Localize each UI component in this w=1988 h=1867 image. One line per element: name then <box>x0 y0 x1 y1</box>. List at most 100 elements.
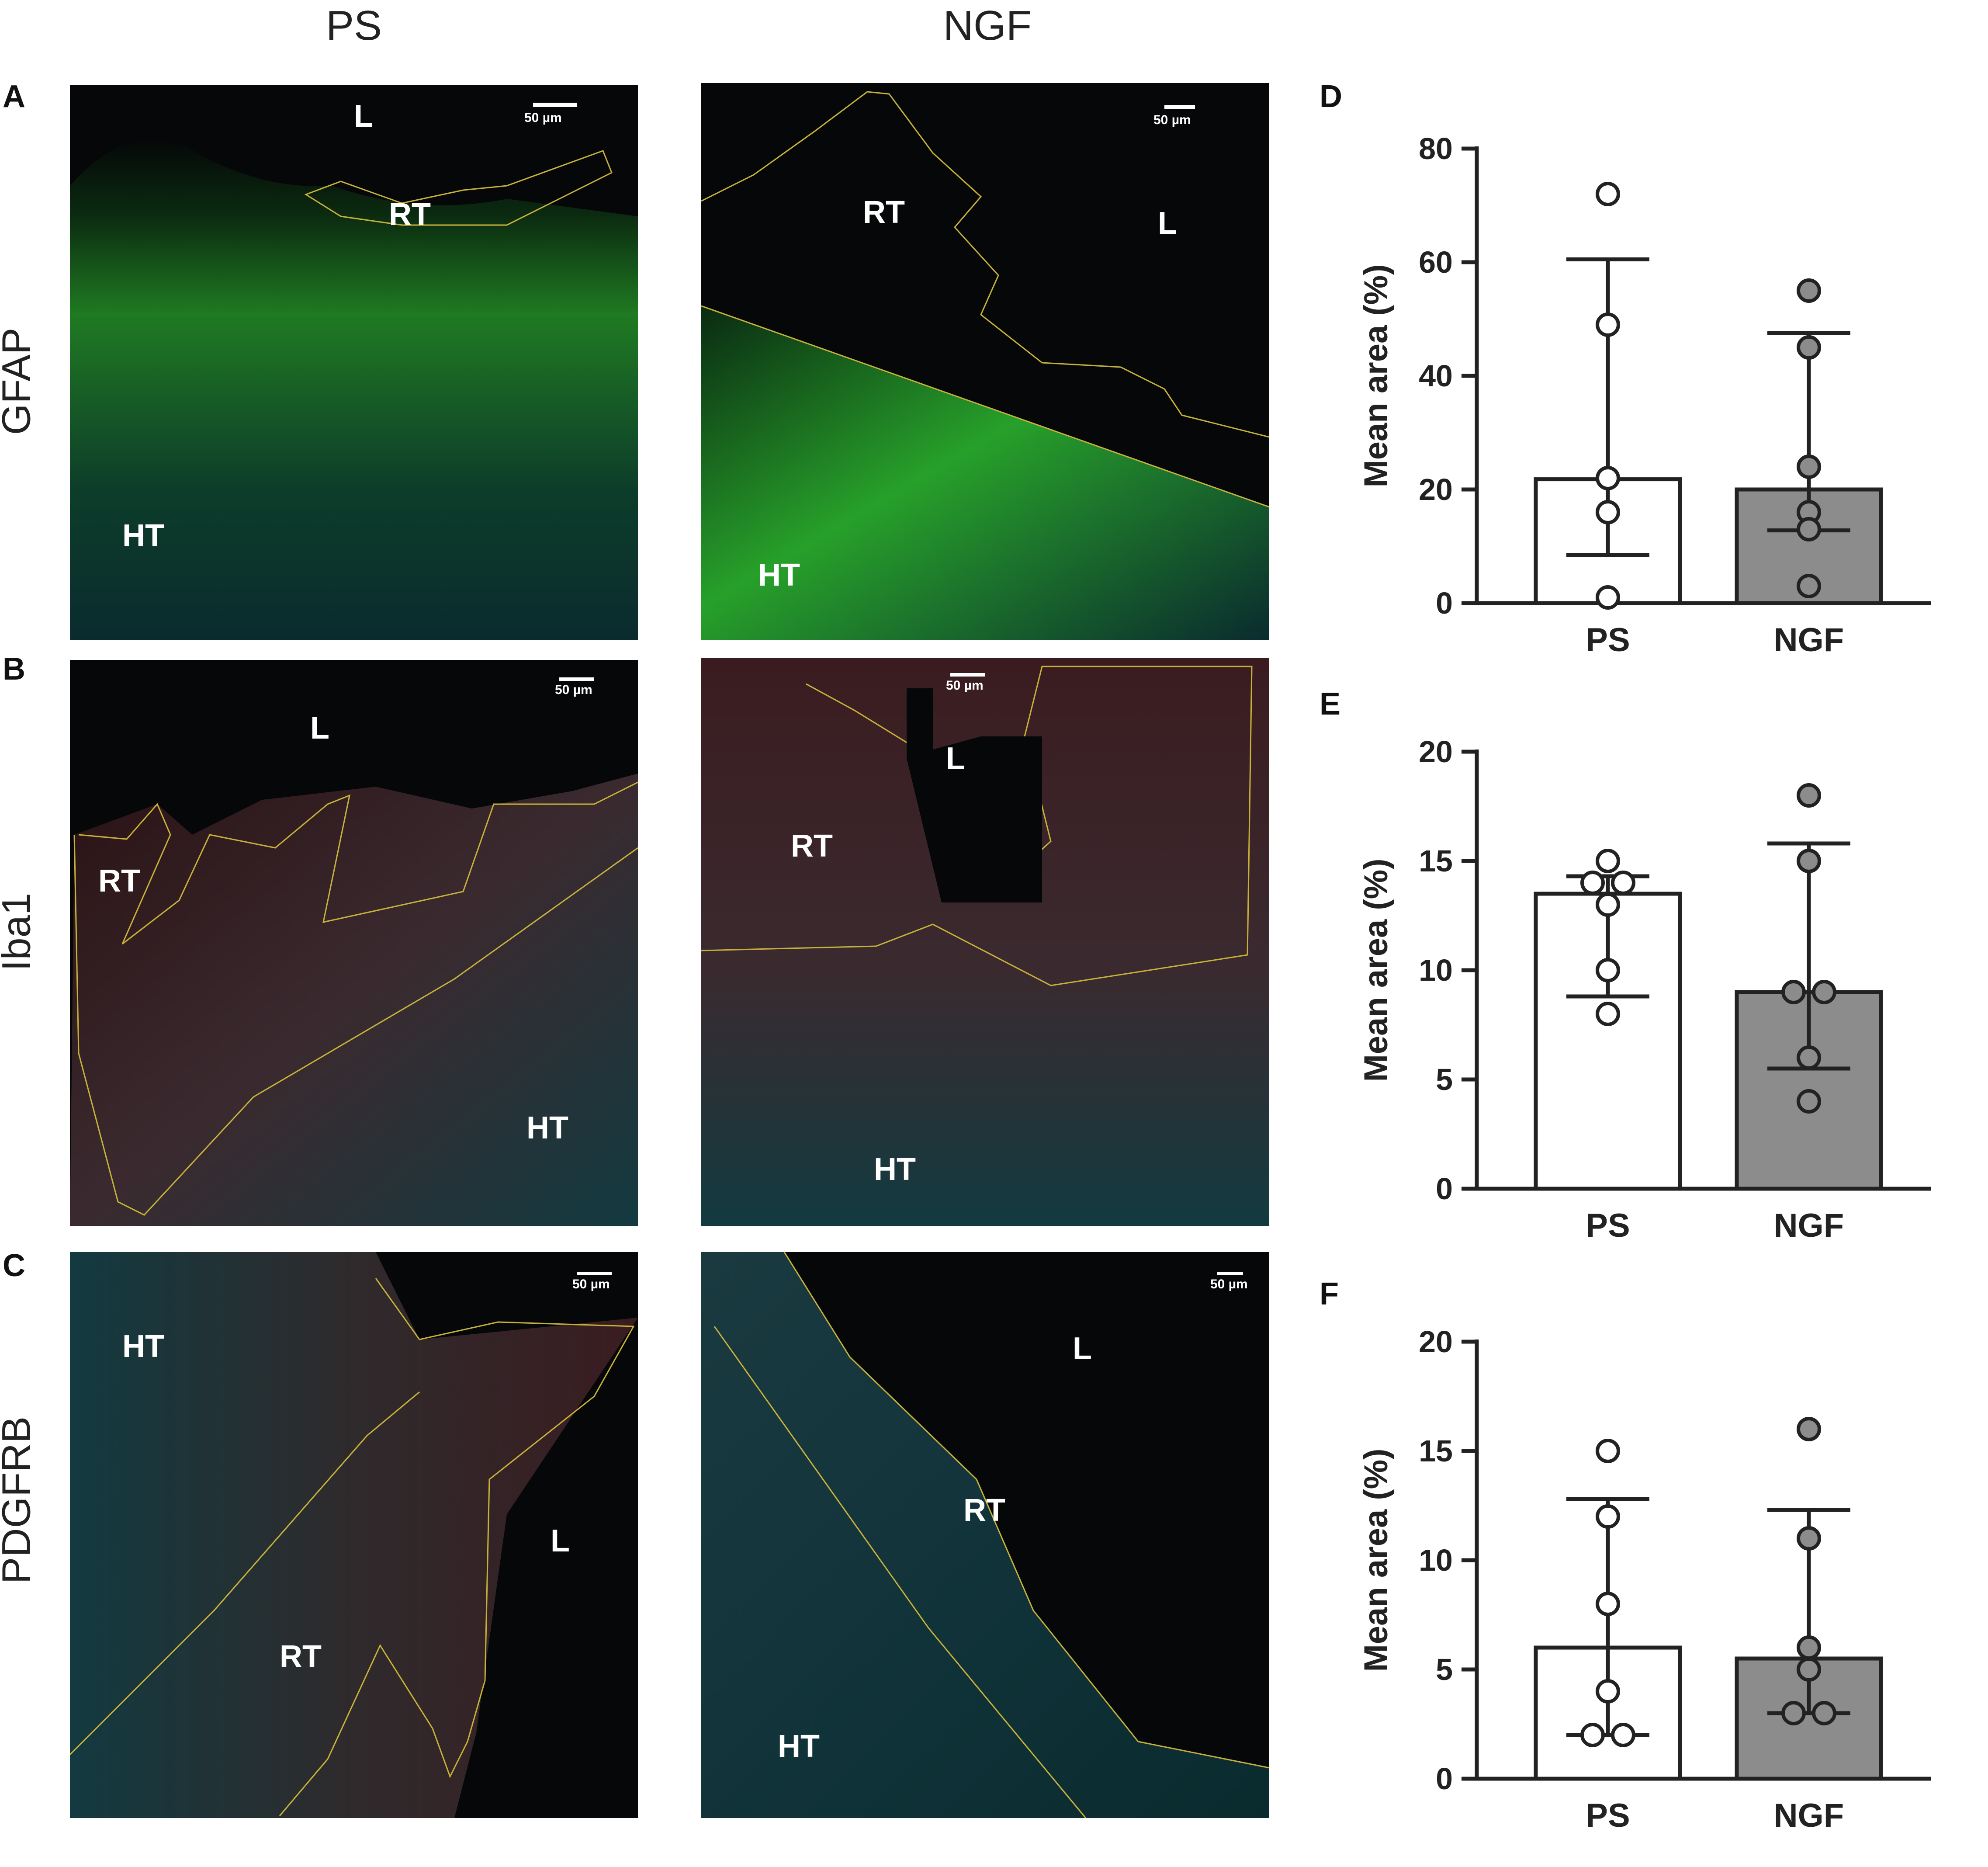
image-pdgfrb-ngf: 50 µm L RT HT <box>701 1252 1269 1818</box>
data-point <box>1797 517 1821 541</box>
data-point <box>1580 1723 1605 1747</box>
panel-letter-a: A <box>3 79 25 114</box>
panel-letter-e: E <box>1320 687 1341 722</box>
y-tick-label: 0 <box>1436 1172 1453 1206</box>
region-label: L <box>354 99 373 134</box>
y-tick-label: 10 <box>1419 953 1453 987</box>
data-point <box>1797 1526 1821 1551</box>
y-tick-label: 20 <box>1419 735 1453 769</box>
y-tick-label: 20 <box>1419 472 1453 507</box>
column-header-ngf: NGF <box>943 2 1032 49</box>
data-point <box>1596 312 1620 337</box>
data-point <box>1797 455 1821 479</box>
bar-chart-d: 0 20 40 60 80 Mean area (%) PS NGF <box>1358 132 1931 659</box>
data-point <box>1596 466 1620 490</box>
panel-letter-f: F <box>1320 1277 1339 1312</box>
scale-label: 50 µm <box>946 678 984 693</box>
scale-bar <box>533 103 577 107</box>
scale-label: 50 µm <box>1210 1277 1248 1291</box>
data-point <box>1812 1701 1836 1725</box>
scale-bar <box>1164 105 1195 109</box>
scale-label: 50 µm <box>524 111 562 125</box>
region-label: HT <box>122 1329 164 1364</box>
data-point <box>1781 980 1806 1004</box>
data-point <box>1611 871 1635 895</box>
y-tick-label: 80 <box>1419 132 1453 166</box>
data-point <box>1596 500 1620 524</box>
scale-bar <box>577 1272 612 1275</box>
row-header-pdgfrb: PDGFRB <box>0 1416 39 1584</box>
data-point <box>1797 1657 1821 1682</box>
data-point <box>1781 1701 1806 1725</box>
data-point <box>1797 1045 1821 1070</box>
panel-letter-b: B <box>3 652 25 687</box>
y-axis-label: Mean area (%) <box>1358 264 1395 487</box>
data-point <box>1596 1504 1620 1529</box>
y-tick-label: 40 <box>1419 359 1453 393</box>
y-axis-label: Mean area (%) <box>1358 1448 1395 1672</box>
region-label: RT <box>280 1639 322 1674</box>
y-tick-label: 10 <box>1419 1543 1453 1577</box>
x-tick-label: PS <box>1586 1207 1630 1244</box>
data-point <box>1596 1002 1620 1026</box>
scale-label: 50 µm <box>555 683 592 697</box>
y-axis-label: Mean area (%) <box>1358 858 1395 1082</box>
region-label: HT <box>778 1729 820 1764</box>
image-gfap-ngf: 50 µm RT L HT <box>701 83 1269 640</box>
data-point <box>1797 1089 1821 1114</box>
region-label: L <box>1073 1331 1092 1366</box>
scale-bar <box>559 677 594 681</box>
y-tick-label: 15 <box>1419 1434 1453 1468</box>
data-point <box>1797 1635 1821 1660</box>
column-header-ps: PS <box>326 2 382 49</box>
data-point <box>1596 849 1620 873</box>
row-header-gfap: GFAP <box>0 327 39 435</box>
region-label: RT <box>791 829 833 864</box>
region-label: L <box>946 741 965 776</box>
bar-ps <box>1534 892 1682 1191</box>
panel-letter-c: C <box>3 1248 25 1283</box>
x-tick-label: PS <box>1586 621 1630 659</box>
x-tick-label: PS <box>1586 1797 1630 1834</box>
x-tick-label: NGF <box>1774 621 1844 659</box>
data-point <box>1812 980 1836 1004</box>
image-pdgfrb-ps: 50 µm HT L RT <box>70 1252 638 1818</box>
region-label: RT <box>963 1493 1005 1528</box>
data-point <box>1596 958 1620 982</box>
y-tick-label: 5 <box>1436 1062 1453 1097</box>
data-point <box>1797 849 1821 873</box>
region-label: HT <box>874 1152 916 1187</box>
y-tick-label: 5 <box>1436 1652 1453 1687</box>
data-point <box>1611 1723 1635 1747</box>
x-tick-label: NGF <box>1774 1797 1844 1834</box>
scale-label: 50 µm <box>572 1277 610 1291</box>
y-tick-label: 15 <box>1419 844 1453 878</box>
scale-bar <box>950 673 985 677</box>
scale-bar <box>1217 1272 1243 1275</box>
y-tick-label: 20 <box>1419 1325 1453 1359</box>
region-label: HT <box>526 1110 568 1145</box>
region-label: RT <box>98 864 140 899</box>
data-point <box>1797 1417 1821 1441</box>
data-point <box>1596 1592 1620 1616</box>
data-point <box>1596 585 1620 610</box>
row-header-iba1: Iba1 <box>0 892 39 972</box>
data-point <box>1596 1679 1620 1704</box>
image-iba1-ps: 50 µm L RT HT <box>70 660 638 1226</box>
region-label: RT <box>389 197 431 232</box>
y-tick-label: 0 <box>1436 586 1453 620</box>
region-label: L <box>310 711 329 746</box>
y-tick-label: 0 <box>1436 1762 1453 1796</box>
bar-chart-e: 0 5 10 15 20 Mean area (%) PS NGF <box>1358 735 1931 1244</box>
region-label: L <box>1158 206 1177 241</box>
image-gfap-ps: 50 µm L RT HT <box>70 85 638 640</box>
region-label: RT <box>863 195 905 230</box>
scale-label: 50 µm <box>1153 113 1191 127</box>
data-point <box>1797 335 1821 360</box>
data-point <box>1797 574 1821 598</box>
data-point <box>1797 783 1821 808</box>
panel-letter-d: D <box>1320 79 1342 114</box>
bar-chart-f: 0 5 10 15 20 Mean area (%) PS NGF <box>1358 1325 1931 1834</box>
data-point <box>1596 892 1620 917</box>
data-point <box>1596 1439 1620 1463</box>
